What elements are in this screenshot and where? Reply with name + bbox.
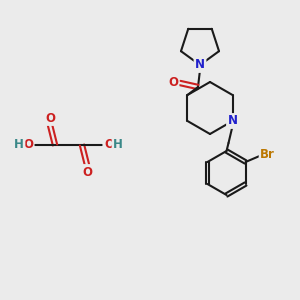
Text: O: O [104, 139, 114, 152]
Text: O: O [82, 166, 92, 178]
Text: O: O [23, 139, 33, 152]
Text: H: H [14, 139, 24, 152]
Text: Br: Br [260, 148, 275, 160]
Text: N: N [227, 115, 238, 128]
Text: H: H [113, 139, 123, 152]
Text: N: N [195, 58, 205, 71]
Text: O: O [168, 76, 178, 88]
Text: O: O [45, 112, 55, 124]
